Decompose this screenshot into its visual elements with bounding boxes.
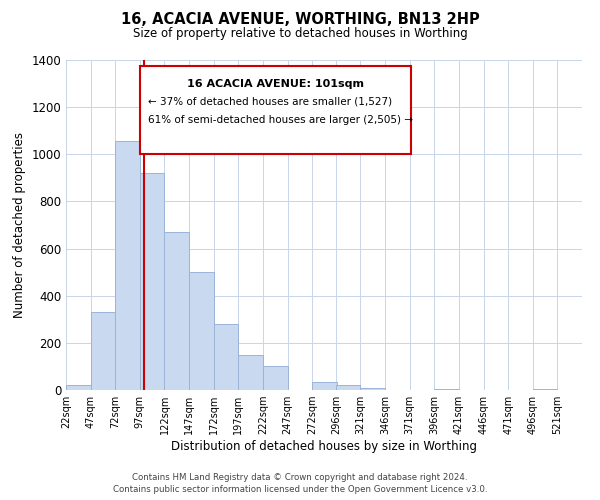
Bar (434, 389, 459, 390)
Bar (214, 324, 238, 390)
Bar (164, 232, 189, 390)
Bar (533, 389, 557, 390)
Text: Contains public sector information licensed under the Open Government Licence v3: Contains public sector information licen… (113, 485, 487, 494)
Bar (361, 388, 385, 390)
Text: ← 37% of detached houses are smaller (1,527): ← 37% of detached houses are smaller (1,… (148, 96, 392, 106)
Bar (263, 366, 287, 390)
Bar (140, 173, 164, 390)
Text: Size of property relative to detached houses in Worthing: Size of property relative to detached ho… (133, 28, 467, 40)
Bar (66, 386, 91, 390)
Bar (312, 382, 337, 390)
Bar (189, 272, 214, 390)
Text: 61% of semi-detached houses are larger (2,505) →: 61% of semi-detached houses are larger (… (148, 116, 413, 126)
Y-axis label: Number of detached properties: Number of detached properties (13, 132, 26, 318)
Text: Contains HM Land Registry data © Crown copyright and database right 2024.: Contains HM Land Registry data © Crown c… (132, 472, 468, 482)
Bar (336, 386, 361, 390)
Text: 16 ACACIA AVENUE: 101sqm: 16 ACACIA AVENUE: 101sqm (187, 79, 364, 89)
Bar (91, 312, 115, 390)
Bar (238, 354, 263, 390)
X-axis label: Distribution of detached houses by size in Worthing: Distribution of detached houses by size … (171, 440, 477, 453)
Text: 16, ACACIA AVENUE, WORTHING, BN13 2HP: 16, ACACIA AVENUE, WORTHING, BN13 2HP (121, 12, 479, 28)
Bar (115, 142, 140, 390)
Bar (140, 66, 410, 154)
